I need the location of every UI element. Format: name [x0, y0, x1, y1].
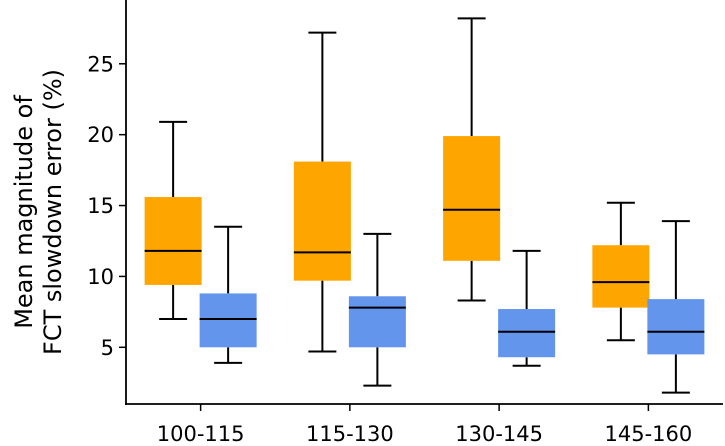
box	[647, 299, 705, 355]
box-group	[443, 17, 501, 302]
box	[443, 136, 501, 261]
y-tick-label: 15	[87, 194, 114, 218]
box-group	[498, 249, 556, 367]
x-tick-label: 100-115	[157, 422, 245, 446]
box	[144, 197, 202, 285]
box	[348, 296, 406, 348]
y-axis-label: Mean magnitude of FCT slowdown error (%)	[10, 69, 67, 355]
box-group	[647, 220, 705, 394]
plot-area: 5 10 15 20 25 100-115 115-130 130-145 145-160	[87, 0, 723, 446]
box	[293, 161, 351, 281]
box-group	[144, 120, 202, 320]
box-group	[592, 201, 650, 342]
x-tick-label: 115-130	[306, 422, 394, 446]
x-tick-label: 130-145	[455, 422, 543, 446]
y-tick-label: 25	[87, 52, 114, 76]
y-axis-label-line-1: Mean magnitude of	[10, 95, 38, 329]
box	[592, 245, 650, 308]
y-tick-label: 5	[101, 336, 114, 360]
y-tick-label: 10	[87, 265, 114, 289]
box	[498, 309, 556, 358]
y-tick-label: 20	[87, 123, 114, 147]
box-group	[293, 31, 351, 353]
y-axis-label-line-2: FCT slowdown error (%)	[39, 69, 67, 355]
box	[199, 293, 257, 348]
box-group	[199, 225, 257, 364]
x-tick-label: 145-160	[605, 422, 693, 446]
box-group	[348, 232, 406, 387]
